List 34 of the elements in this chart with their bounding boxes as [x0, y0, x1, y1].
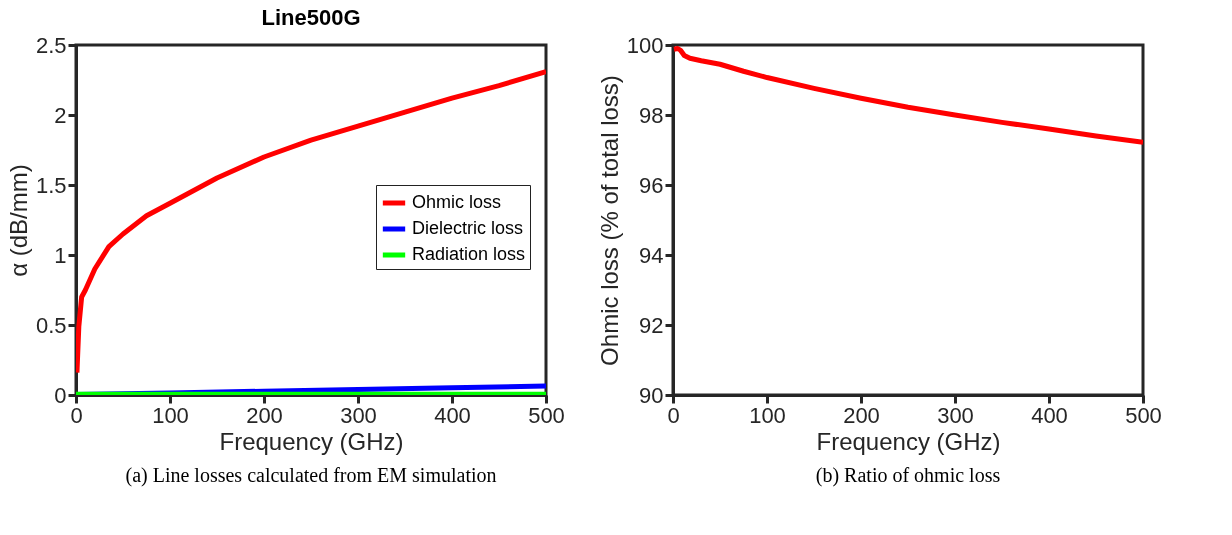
x-axis-title: Frequency (GHz)	[219, 427, 404, 455]
y-tick-label: 0	[54, 382, 67, 408]
y-tick-label: 1	[54, 242, 67, 268]
x-tick-label: 500	[1125, 402, 1162, 428]
y-tick-label: 98	[639, 102, 664, 128]
x-tick-label: 400	[434, 402, 471, 428]
legend-label: Radiation loss	[412, 244, 526, 264]
y-axis-title: Ohmic loss (% of total loss)	[595, 75, 623, 366]
x-axis-title: Frequency (GHz)	[816, 427, 1001, 455]
x-tick-label: 200	[843, 402, 880, 428]
y-axis-title: α (dB/mm)	[4, 164, 32, 277]
y-tick-label: 2	[54, 102, 67, 128]
x-tick-label: 400	[1031, 402, 1068, 428]
text: (b) Ratio of ohmic loss	[815, 464, 1001, 487]
x-tick-label: 100	[749, 402, 786, 428]
y-tick-label: 100	[626, 32, 664, 58]
x-tick-label: 300	[937, 402, 974, 428]
y-tick-label: 90	[639, 382, 664, 408]
y-tick-label: 0.5	[35, 312, 67, 338]
y-tick-label: 92	[639, 312, 664, 338]
x-tick-label: 500	[528, 402, 565, 428]
y-tick-label: 1.5	[35, 172, 67, 198]
x-tick-label: 0	[667, 402, 680, 428]
text: (a) Line losses calculated from EM simulation	[125, 464, 497, 487]
y-tick-label: 2.5	[35, 32, 67, 58]
legend-label: Ohmic loss	[412, 192, 502, 212]
x-tick-label: 0	[70, 402, 83, 428]
x-tick-label: 300	[340, 402, 377, 428]
x-tick-label: 100	[152, 402, 189, 428]
y-tick-label: 94	[639, 242, 664, 268]
chart-title: Line500G	[261, 5, 361, 30]
y-tick-label: 96	[639, 172, 664, 198]
legend-label: Dielectric loss	[412, 218, 524, 238]
x-tick-label: 200	[246, 402, 283, 428]
